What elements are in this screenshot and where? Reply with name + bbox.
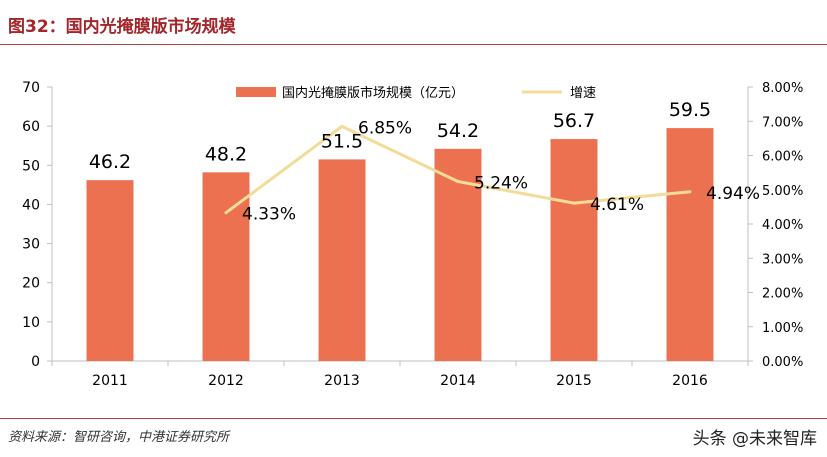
line-data-label: 4.61% bbox=[590, 195, 644, 215]
growth-point-2013 bbox=[340, 124, 344, 128]
line-data-label: 5.24% bbox=[474, 174, 528, 194]
right-axis-tick-label: 1.00% bbox=[762, 321, 803, 336]
bar-data-label: 54.2 bbox=[437, 120, 479, 142]
bar-2013 bbox=[318, 159, 366, 361]
bar-2015 bbox=[550, 139, 598, 361]
bar-data-label: 56.7 bbox=[553, 110, 595, 132]
source-note: 资料来源：智研咨询，中港证券研究所 bbox=[8, 430, 230, 445]
right-axis-tick-label: 6.00% bbox=[762, 150, 803, 165]
right-axis-tick-label: 7.00% bbox=[762, 115, 803, 130]
right-axis-tick-label: 8.00% bbox=[762, 81, 803, 96]
figure-title: 图32：国内光掩膜版市场规模 bbox=[8, 17, 236, 37]
chart: 0 10 20 30 40 50 60 70 0.00% 1.00% 2.00% 3.00% 4.00%… bbox=[22, 80, 803, 389]
left-axis-tick-label: 30 bbox=[22, 237, 40, 253]
bar-2016 bbox=[666, 128, 714, 361]
right-axis-tick-label: 2.00% bbox=[762, 287, 803, 302]
x-axis-tick-label: 2014 bbox=[440, 373, 476, 389]
line-data-label: 4.94% bbox=[706, 184, 760, 204]
bar-data-label: 51.5 bbox=[321, 130, 363, 152]
bar-2012 bbox=[202, 172, 250, 361]
left-axis-tick-label: 50 bbox=[22, 158, 40, 174]
x-axis-tick-label: 2011 bbox=[92, 373, 128, 389]
x-axis-tick-label: 2012 bbox=[208, 373, 244, 389]
x-axis-tick-label: 2015 bbox=[556, 373, 592, 389]
left-axis-tick-label: 20 bbox=[22, 276, 40, 292]
bar-2011 bbox=[86, 180, 134, 361]
growth-point-2015 bbox=[572, 201, 576, 205]
source-rule bbox=[0, 418, 827, 419]
line-data-label: 4.33% bbox=[242, 205, 296, 225]
legend-label-bar: 国内光掩膜版市场规模（亿元） bbox=[282, 85, 464, 101]
right-axis-tick-label: 3.00% bbox=[762, 252, 803, 267]
bar-data-label: 59.5 bbox=[669, 99, 711, 121]
left-axis-tick-label: 70 bbox=[22, 80, 40, 96]
growth-point-2016 bbox=[688, 190, 692, 194]
left-axis-tick-label: 40 bbox=[22, 197, 40, 213]
bar-data-label: 48.2 bbox=[205, 143, 247, 165]
x-axis-tick-label: 2016 bbox=[672, 373, 708, 389]
growth-point-2012 bbox=[224, 211, 228, 215]
x-axis-tick-label: 2013 bbox=[324, 373, 360, 389]
watermark-text: 头条 @未来智库 bbox=[692, 429, 817, 449]
right-axis-tick-label: 5.00% bbox=[762, 184, 803, 199]
right-axis-tick-label: 0.00% bbox=[762, 355, 803, 370]
right-axis-tick-label: 4.00% bbox=[762, 218, 803, 233]
left-axis-tick-label: 0 bbox=[31, 354, 40, 370]
legend-swatch-bar bbox=[236, 87, 276, 97]
growth-point-2014 bbox=[456, 180, 460, 184]
title-rule bbox=[0, 44, 827, 45]
legend-label-line: 增速 bbox=[570, 86, 596, 101]
line-data-label: 6.85% bbox=[358, 118, 412, 138]
left-axis-tick-label: 10 bbox=[22, 315, 40, 331]
left-axis-tick-label: 60 bbox=[22, 119, 40, 135]
bar-data-label: 46.2 bbox=[89, 151, 131, 173]
